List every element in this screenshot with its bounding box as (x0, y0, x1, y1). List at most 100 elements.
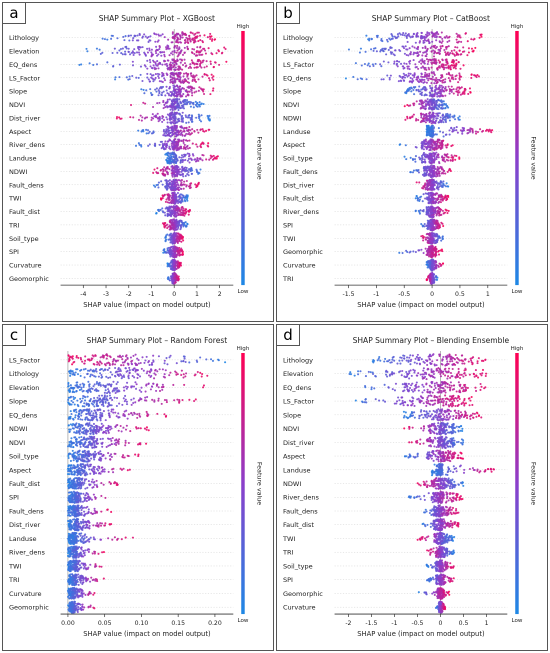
shap-point (183, 51, 186, 54)
feature-label: Soil_type (9, 235, 39, 243)
shap-point (168, 94, 171, 97)
shap-point (186, 75, 189, 78)
shap-point (170, 94, 173, 97)
shap-point (447, 106, 450, 109)
shap-point (199, 128, 202, 132)
shap-point (449, 66, 452, 69)
shap-point (182, 207, 185, 210)
shap-point (157, 67, 160, 70)
shap-point (196, 158, 199, 161)
shap-point (168, 54, 171, 57)
shap-point (435, 133, 438, 136)
shap-point (427, 115, 430, 118)
shap-point (455, 32, 458, 35)
feature-label: Fault_dist (9, 208, 40, 216)
shap-point (183, 180, 186, 183)
shap-point (182, 93, 185, 96)
shap-point (429, 154, 433, 157)
shap-point (426, 133, 429, 137)
shap-point (435, 170, 438, 173)
shap-point (189, 129, 192, 132)
shap-point (415, 181, 418, 184)
shap-point (444, 160, 447, 163)
shap-point (457, 118, 460, 121)
shap-point (198, 86, 201, 89)
shap-point (170, 205, 173, 208)
shap-point (161, 117, 164, 120)
shap-point (176, 33, 179, 36)
feature-label: NDVI (283, 101, 299, 109)
shap-point (459, 93, 462, 96)
shap-point (202, 47, 205, 50)
shap-point (99, 52, 102, 55)
shap-point (178, 87, 181, 90)
shap-point (210, 52, 213, 55)
shap-point (439, 47, 442, 50)
shap-point (459, 36, 462, 39)
shap-point (172, 263, 175, 266)
shap-point (167, 140, 170, 143)
feature-label: Elevation (9, 48, 39, 56)
shap-point (143, 33, 146, 36)
shap-point (174, 273, 177, 276)
shap-point (171, 160, 174, 163)
shap-point (197, 89, 200, 92)
shap-point (431, 35, 434, 38)
shap-point (185, 145, 188, 148)
shap-point (135, 76, 138, 79)
shap-point (409, 76, 412, 80)
shap-point (180, 240, 183, 243)
shap-point (409, 59, 412, 63)
shap-point (375, 50, 378, 53)
shap-point (187, 86, 191, 90)
shap-point (158, 101, 161, 104)
shap-point (446, 170, 449, 173)
shap-point (425, 196, 429, 199)
shap-point (80, 63, 83, 66)
shap-point (174, 281, 177, 284)
shap-point (452, 92, 455, 95)
shap-point (436, 174, 439, 178)
shap-point (430, 191, 434, 194)
shap-point (168, 156, 171, 159)
shap-point (450, 90, 453, 93)
shap-point (457, 61, 460, 64)
shap-point (435, 45, 438, 49)
shap-point (454, 67, 457, 70)
shap-point (424, 161, 427, 164)
shap-point (189, 105, 192, 108)
shap-point (429, 149, 432, 152)
shap-point (185, 126, 188, 129)
shap-point (456, 86, 459, 89)
shap-point (435, 151, 438, 154)
shap-point (444, 85, 447, 89)
shap-point (171, 197, 174, 200)
shap-point (441, 75, 444, 78)
shap-point (412, 32, 415, 35)
shap-point (458, 115, 461, 118)
shap-point (173, 85, 177, 88)
shap-point (370, 48, 373, 51)
shap-point (417, 88, 420, 91)
shap-point (428, 195, 431, 198)
shap-point (116, 51, 119, 54)
shap-point (176, 265, 179, 268)
shap-point (187, 213, 190, 216)
shap-point (125, 76, 128, 79)
shap-point (167, 157, 170, 160)
shap-point (168, 279, 171, 282)
shap-point (436, 187, 439, 190)
shap-point (424, 138, 427, 141)
shap-point (156, 49, 159, 52)
x-tick-label: -3 (103, 291, 109, 298)
shap-point (372, 64, 375, 68)
shap-point (183, 62, 187, 65)
shap-point (454, 75, 457, 78)
shap-point (430, 140, 433, 143)
shap-point (179, 50, 183, 53)
shap-point (185, 121, 188, 124)
shap-point (174, 278, 177, 281)
shap-point (175, 223, 178, 226)
shap-point (455, 53, 458, 56)
shap-point (435, 79, 438, 82)
